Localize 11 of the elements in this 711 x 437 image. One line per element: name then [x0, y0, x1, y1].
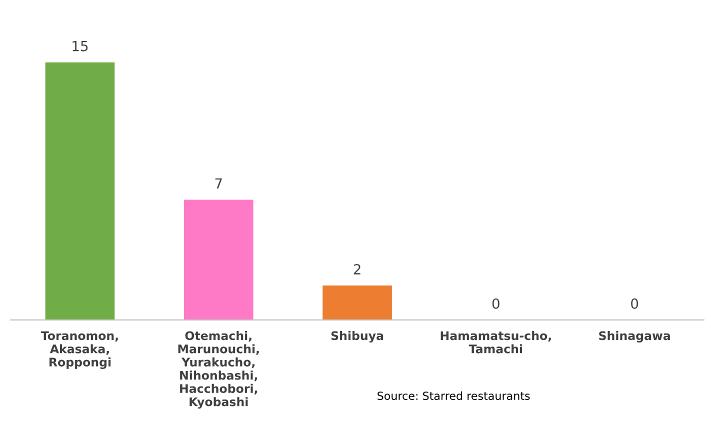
- x-tick-label: Hamamatsu-cho, Tamachi: [440, 330, 551, 354]
- x-tick-label: Shibuya: [331, 330, 384, 343]
- data-label: 7: [215, 178, 222, 188]
- source-note: Source: Starred restaurants: [378, 391, 530, 400]
- x-tick-label: Otemachi, Marunouchi, Yurakucho, Nihonbashi, Hacchobori, Kyobashi: [178, 330, 259, 409]
- data-label: 2: [354, 264, 360, 274]
- data-label: 0: [492, 298, 500, 309]
- data-label: 15: [72, 41, 88, 52]
- data-label: 0: [631, 298, 638, 309]
- x-tick-label: Shinagawa: [599, 330, 670, 343]
- x-tick-label: Toranomon, Akasaka, Roppongi: [40, 331, 118, 369]
